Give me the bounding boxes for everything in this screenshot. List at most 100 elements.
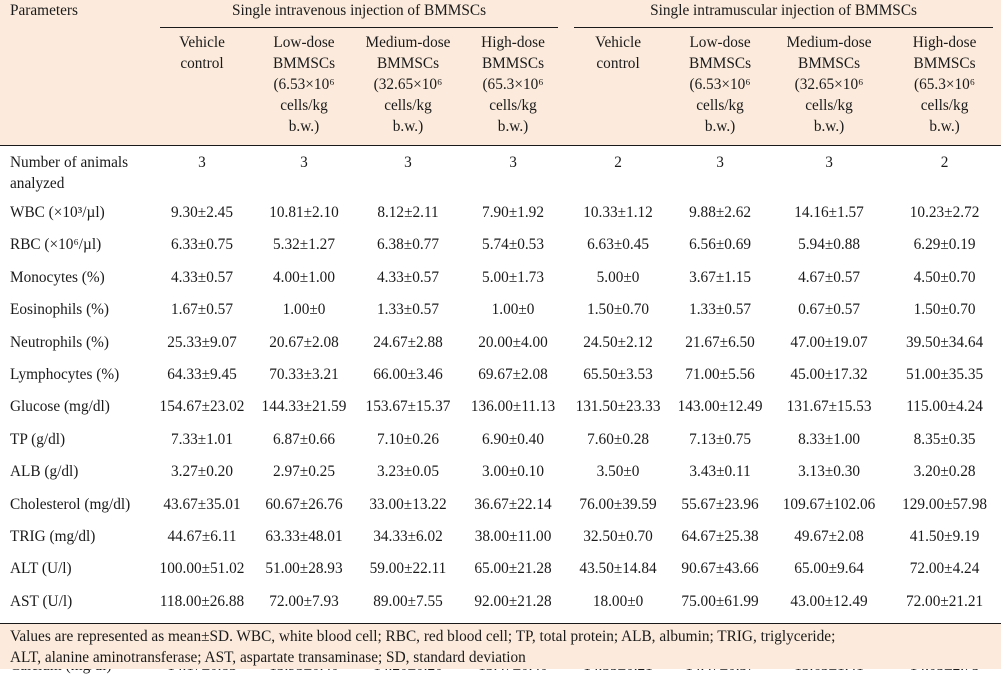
table-row: TRIG (mg/dl) 44.67±6.11 63.33±48.01 34.33±6… [0,521,1001,555]
column-header-line: b.w.) [813,118,845,135]
table-cell: 7.13±0.75 [670,424,771,458]
table-row: Neutrophils (%) 25.33±9.07 20.67±2.08 24.67… [0,327,1001,360]
table-cell: 55.67±23.96 [670,489,771,522]
table-cell: 89.00±7.55 [356,586,460,620]
table-cell: 20.00±4.00 [460,327,567,360]
column-header-line [152,116,252,137]
table-cell: 7.60±0.28 [566,424,671,458]
column-header-5: Vehicle control [566,32,671,145]
parameter-name-line: Number of animals [10,154,129,171]
table-cell: 7.10±0.26 [356,424,460,458]
table-cell: 63.33±48.01 [252,521,356,555]
column-header-line: control [596,55,640,72]
column-header-3: Medium-dose BMMSCs (32.65×10⁶ cells/kg b.w.) [356,32,460,145]
column-header-line: (65.3×10⁶ [482,76,544,93]
column-header-line: Vehicle [179,34,225,51]
table-cell: 4.00±1.00 [252,262,356,296]
table-cell: 109.67±102.06 [770,489,889,522]
column-header-8: High-dose BMMSCs (65.3×10⁶ cells/kg b.w.) [888,32,1001,145]
table-cell: 9.88±2.62 [670,198,771,231]
table-cell: 3.43±0.11 [670,457,771,490]
table-cell: 136.00±11.13 [460,392,567,425]
table-cell: 2 [888,145,1001,198]
table-cell: 65.50±3.53 [566,359,671,393]
group-header-intramuscular: Single intramuscular injection of BMMSCs [566,0,1001,32]
column-header-line: b.w.) [704,118,736,135]
table-cell: 4.33±0.57 [356,262,460,296]
group-header-intravenous-label: Single intravenous injection of BMMSCs [231,2,487,19]
group-header-intramuscular-label: Single intramuscular injection of BMMSCs [650,2,917,19]
table-cell: 8.33±1.00 [770,424,889,458]
table-cell: 7.90±1.92 [460,198,567,231]
table-cell: 60.67±26.76 [252,489,356,522]
parameter-name: Number of animals analyzed [0,145,152,198]
column-header-line: control [180,55,224,72]
table-cell: 41.50±9.19 [888,521,1001,555]
table-cell: 14.16±1.57 [770,198,889,231]
table-cell: 3 [356,145,460,198]
table-row: ALT (U/l) 100.00±51.02 51.00±28.93 59.00±22… [0,554,1001,587]
table-cell: 33.00±13.22 [356,489,460,522]
table-cell: 3 [770,145,889,198]
table-cell: 24.67±2.88 [356,327,460,360]
table-cell: 1.33±0.57 [356,295,460,328]
table-cell: 100.00±51.02 [152,554,252,587]
table-cell: 66.00±3.46 [356,359,460,393]
table-cell: 131.67±15.53 [770,392,889,425]
parameter-name: Cholesterol (mg/dl) [0,489,152,522]
table-cell: 3 [252,145,356,198]
table-cell: 6.38±0.77 [356,230,460,263]
table-cell: 5.94±0.88 [770,230,889,263]
table-cell: 8.12±2.11 [356,198,460,231]
column-header-line: BMMSCs [798,55,861,72]
table-cell: 71.00±5.56 [670,359,771,393]
parameter-name: ALB (g/dl) [0,457,152,490]
table-cell: 1.00±0 [460,295,567,328]
table-cell: 43.50±14.84 [566,554,671,587]
group-header-intravenous: Single intravenous injection of BMMSCs [152,0,567,32]
table-cell: 8.35±0.35 [888,424,1001,458]
table-cell: 59.00±22.11 [356,554,460,587]
table-cell: 92.00±21.28 [460,586,567,620]
column-header-line: (32.65×10⁶ [794,76,864,93]
parameter-name: RBC (×10⁶/µl) [0,230,152,263]
table-cell: 21.67±6.50 [670,327,771,360]
parameter-name: TP (g/dl) [0,424,152,458]
table-cell: 3 [460,145,567,198]
table-cell: 5.00±0 [566,262,671,296]
table-cell: 32.50±0.70 [566,521,671,555]
column-header-line: (6.53×10⁶ [689,76,751,93]
table-cell: 64.33±9.45 [152,359,252,393]
table-cell: 49.67±2.08 [770,521,889,555]
column-header-2: Low-dose BMMSCs (6.53×10⁶ cells/kg b.w.) [252,32,356,145]
table-cell: 45.00±17.32 [770,359,889,393]
table-cell: 1.67±0.57 [152,295,252,328]
table-cell: 0.67±0.57 [770,295,889,328]
column-header-line: (6.53×10⁶ [273,76,335,93]
table-cell: 3.50±0 [566,457,671,490]
column-header-line: cells/kg [489,97,537,114]
table-cell: 9.30±2.45 [152,198,252,231]
column-header-line: b.w.) [497,118,529,135]
column-header-line: cells/kg [696,97,744,114]
table-cell: 10.23±2.72 [888,198,1001,231]
table-cell: 72.00±21.21 [888,586,1001,620]
table-cell: 6.33±0.75 [152,230,252,263]
parameter-name: AST (U/l) [0,586,152,620]
table-cell: 115.00±4.24 [888,392,1001,425]
table-cell: 1.33±0.57 [670,295,771,328]
parameter-name: Glucose (mg/dl) [0,392,152,425]
table-cell: 3.67±1.15 [670,262,771,296]
parameters-header: Parameters [0,0,152,145]
column-header-line: Medium-dose [365,34,451,51]
table-cell: 4.33±0.57 [152,262,252,296]
table-cell: 64.67±25.38 [670,521,771,555]
table-cell: 5.74±0.53 [460,230,567,263]
table-cell: 39.50±34.64 [888,327,1001,360]
table-cell: 3 [152,145,252,198]
parameter-name-line: analyzed [10,175,65,192]
table-cell: 5.00±1.73 [460,262,567,296]
column-header-line: (65.3×10⁶ [914,76,976,93]
